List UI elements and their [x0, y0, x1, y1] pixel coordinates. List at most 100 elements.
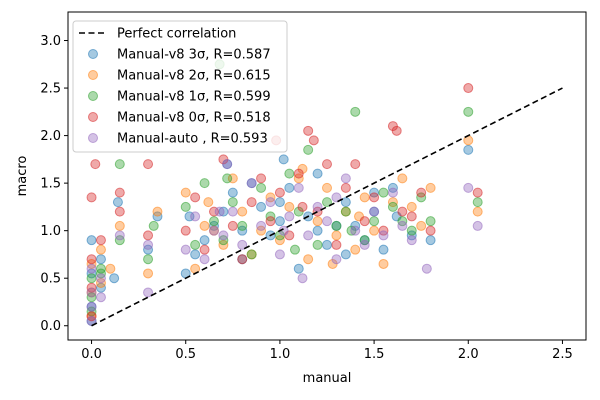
scatter-point — [278, 154, 289, 165]
scatter-point — [297, 273, 308, 284]
scatter-point — [369, 206, 380, 217]
scatter-point — [86, 287, 97, 298]
legend: Perfect correlation Manual-v8 3σ, R=0.587… — [72, 20, 288, 153]
scatter-point — [472, 220, 483, 231]
scatter-point — [391, 125, 402, 136]
x-tick-label: 0.0 — [81, 347, 102, 362]
scatter-point — [284, 168, 295, 179]
scatter-point — [222, 173, 233, 184]
y-tick-label: 2.0 — [40, 129, 61, 144]
scatter-point — [86, 254, 97, 265]
scatter-point — [425, 182, 436, 193]
scatter-point — [322, 197, 332, 208]
scatter-point — [340, 173, 351, 184]
scatter-point — [95, 263, 106, 274]
scatter-point — [406, 235, 417, 246]
scatter-point — [114, 230, 125, 241]
y-tick-label: 1.5 — [40, 177, 61, 192]
scatter-point — [322, 239, 332, 250]
scatter-point — [378, 244, 389, 255]
scatter-point — [378, 187, 389, 198]
x-tick-label: 1.5 — [364, 347, 385, 362]
scatter-point — [472, 187, 483, 198]
scatter-point — [143, 287, 154, 298]
x-axis: 0.0 0.5 1.0 1.5 2.0 2.5 — [81, 340, 573, 362]
y-tick-label: 3.0 — [40, 34, 61, 49]
scatter-point — [312, 168, 323, 179]
scatter-point — [397, 206, 408, 217]
scatter-point — [312, 216, 323, 227]
scatter-point — [312, 239, 323, 250]
scatter-point — [350, 106, 361, 117]
scatter-point — [416, 187, 427, 198]
x-axis-label: manual — [303, 371, 352, 386]
legend-box — [72, 20, 288, 153]
scatter-point — [303, 125, 314, 136]
scatter-point — [95, 292, 106, 303]
scatter-point — [293, 182, 304, 193]
scatter-point — [112, 197, 123, 208]
scatter-point — [246, 197, 257, 208]
scatter-layer — [86, 59, 483, 326]
scatter-point — [184, 211, 195, 222]
legend-marker — [88, 112, 98, 122]
scatter-point — [350, 244, 361, 255]
legend-entry: Manual-v8 1σ, R=0.599 — [117, 90, 271, 105]
scatter-point — [322, 216, 332, 227]
scatter-point — [152, 206, 163, 217]
scatter-point — [246, 249, 257, 260]
series-4 — [86, 159, 483, 326]
scatter-point — [237, 254, 248, 265]
y-tick-label: 2.5 — [40, 82, 61, 97]
scatter-point — [86, 235, 97, 246]
scatter-point — [90, 159, 101, 170]
scatter-point — [199, 244, 210, 255]
scatter-point — [218, 230, 229, 241]
scatter-point — [312, 201, 323, 212]
scatter-point — [463, 144, 474, 155]
scatter-point — [256, 220, 267, 231]
scatter-point — [303, 230, 314, 241]
scatter-point — [387, 187, 398, 198]
scatter-point — [227, 206, 238, 217]
scatter-point — [237, 239, 248, 250]
scatter-point — [190, 249, 201, 260]
scatter-point — [95, 244, 106, 255]
scatter-point — [143, 159, 154, 170]
scatter-point — [143, 230, 154, 241]
legend-entry: Manual-v8 0σ, R=0.518 — [117, 111, 271, 126]
scatter-point — [105, 263, 116, 274]
scatter-point — [472, 206, 483, 217]
scatter-point — [190, 239, 201, 250]
scatter-point — [227, 173, 238, 184]
scatter-point — [425, 216, 436, 227]
scatter-point — [463, 182, 474, 193]
legend-marker — [88, 91, 98, 101]
scatter-point — [148, 220, 159, 231]
scatter-point — [406, 201, 417, 212]
series-0 — [86, 144, 474, 326]
scatter-point — [387, 201, 398, 212]
legend-entry: Manual-v8 2σ, R=0.615 — [117, 69, 271, 84]
scatter-point — [284, 182, 295, 193]
scatter-point — [346, 225, 357, 236]
scatter-point — [359, 216, 370, 227]
scatter-point — [265, 216, 276, 227]
scatter-point — [284, 211, 295, 222]
perfect-correlation-line — [91, 87, 563, 327]
scatter-point — [190, 211, 201, 222]
scatter-point — [274, 187, 285, 198]
scatter-point — [114, 206, 125, 217]
series-3 — [86, 83, 483, 322]
x-tick-label: 2.5 — [552, 347, 573, 362]
scatter-point — [86, 263, 97, 274]
scatter-point — [350, 225, 361, 236]
scatter-point — [369, 225, 380, 236]
scatter-point — [293, 168, 304, 179]
scatter-point — [359, 239, 370, 250]
scatter-point — [322, 159, 332, 170]
scatter-point — [312, 225, 323, 236]
scatter-point — [463, 106, 474, 117]
scatter-point — [340, 197, 351, 208]
scatter-point — [214, 206, 225, 217]
